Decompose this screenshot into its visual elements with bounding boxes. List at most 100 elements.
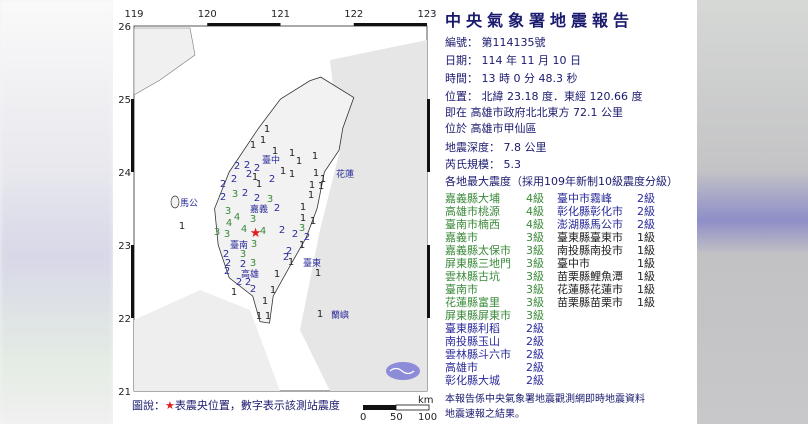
station-intensity-1: 1 (231, 287, 237, 298)
station-intensity-2: 2 (224, 266, 230, 277)
lat-tick-label: 22 (118, 314, 131, 325)
station-intensity-1: 1 (256, 179, 262, 190)
intensity-place: 嘉義市 (445, 231, 478, 244)
scale-label-0: 0 (360, 412, 367, 423)
station-intensity-3: 3 (250, 258, 256, 269)
city-label: 臺南 (230, 239, 248, 251)
station-intensity-3: 3 (251, 239, 257, 250)
penghu-islands (170, 195, 180, 209)
station-intensity-4: 4 (260, 226, 266, 237)
station-intensity-1: 1 (288, 257, 294, 268)
station-intensity-2: 2 (254, 193, 260, 204)
intensity-level: 2級 (526, 348, 544, 361)
station-intensity-1: 1 (265, 311, 271, 322)
intensity-place: 屏東縣三地門 (445, 257, 511, 270)
station-intensity-2: 2 (225, 258, 231, 269)
intensity-level: 3級 (526, 244, 544, 257)
report-number: 編號： 第114135號 (445, 36, 546, 49)
map-legend: 圖說：★表震央位置，數字表示該測站震度 (132, 397, 340, 413)
intensity-level: 1級 (637, 231, 655, 244)
station-intensity-2: 2 (245, 277, 251, 288)
lat-axis-bar (131, 99, 134, 172)
station-intensity-1: 1 (300, 213, 306, 224)
scale-label-100: 100 (418, 412, 438, 423)
station-intensity-3: 3 (232, 189, 238, 200)
station-intensity-2: 2 (292, 229, 298, 240)
intensity-place: 臺東縣臺東市 (557, 231, 623, 244)
station-intensity-2: 2 (244, 160, 250, 171)
intensity-place: 花蓮縣花蓮市 (557, 283, 623, 296)
lat-axis-bar (427, 245, 430, 318)
station-intensity-1: 1 (309, 180, 315, 191)
city-label: 高雄 (241, 268, 259, 280)
intensity-level: 2級 (637, 192, 655, 205)
station-intensity-1: 1 (289, 169, 295, 180)
scale-unit: km (418, 395, 434, 406)
intensity-level: 2級 (526, 322, 544, 335)
intensity-level: 2級 (526, 361, 544, 374)
station-intensity-2: 2 (254, 163, 260, 174)
intensity-place: 臺南市楠西 (445, 218, 500, 231)
station-intensity-3: 3 (224, 229, 230, 240)
intensity-place: 屏東縣屏東市 (445, 309, 511, 322)
station-intensity-2: 2 (283, 252, 289, 263)
intensity-level: 2級 (526, 335, 544, 348)
station-intensity-2: 2 (240, 259, 246, 270)
station-intensity-3: 3 (225, 206, 231, 217)
lon-tick-label: 122 (344, 9, 363, 20)
station-intensity-1: 1 (260, 135, 266, 146)
lat-tick-label: 26 (118, 22, 131, 33)
intensity-place: 臺南市 (445, 283, 478, 296)
station-intensity-2: 2 (220, 192, 226, 203)
taiwan-outline (214, 76, 355, 324)
sea-terrain-shading (133, 27, 427, 391)
report-time: 時間： 13 時 0 分 48.3 秒 (445, 72, 578, 85)
station-intensity-3: 3 (299, 223, 305, 234)
blurred-background-right (697, 0, 808, 424)
station-intensity-2: 2 (269, 174, 275, 185)
intensity-level: 3級 (526, 296, 544, 309)
station-intensity-1: 1 (317, 309, 323, 320)
station-intensity-1: 1 (315, 268, 321, 279)
footer-line-2: 地震速報之結果。 (445, 409, 525, 420)
intensity-header: 各地最大震度（採用109年新制10級震度分級） (445, 175, 678, 188)
lon-axis-bar (207, 23, 281, 26)
intensity-level: 3級 (526, 309, 544, 322)
station-intensity-1: 1 (313, 168, 319, 179)
station-intensity-3: 3 (214, 227, 220, 238)
station-intensity-2: 2 (234, 161, 240, 172)
intensity-level: 1級 (637, 283, 655, 296)
report-date: 日期： 114 年 11 月 10 日 (445, 54, 581, 67)
station-intensity-4: 4 (226, 218, 232, 229)
lon-axis-bar (353, 23, 427, 26)
station-intensity-1: 1 (270, 285, 276, 296)
station-intensity-1: 1 (320, 174, 326, 185)
station-intensity-1: 1 (264, 124, 270, 135)
intensity-level: 2級 (637, 218, 655, 231)
report-title: 中央氣象署地震報告 (445, 11, 635, 30)
intensity-place: 高雄市桃源 (445, 205, 500, 218)
intensity-place: 彰化縣大城 (445, 374, 500, 387)
station-intensity-2: 2 (223, 249, 229, 260)
footer-line-1: 本報告係中央氣象署地震觀測網即時地震資料 (445, 394, 645, 405)
intensity-place: 臺中市 (557, 257, 590, 270)
city-label: 馬公 (180, 198, 198, 209)
station-intensity-2: 2 (250, 284, 256, 295)
intensity-level: 3級 (526, 270, 544, 283)
epicenter-star-icon: ★ (250, 226, 262, 241)
intensity-place: 雲林縣斗六市 (445, 348, 511, 361)
station-intensity-1: 1 (296, 156, 302, 167)
intensity-place: 彰化縣彰化市 (557, 205, 623, 218)
station-intensity-1: 1 (272, 146, 278, 157)
station-intensity-1: 1 (256, 311, 262, 322)
cwa-logo (386, 362, 420, 380)
intensity-level: 3級 (526, 257, 544, 270)
station-intensity-4: 4 (234, 212, 240, 223)
station-intensity-2: 2 (304, 232, 310, 243)
station-intensity-2: 2 (279, 225, 285, 236)
intensity-level: 2級 (637, 205, 655, 218)
scale-label-50: 50 (390, 412, 403, 423)
station-intensity-1: 1 (300, 202, 306, 213)
